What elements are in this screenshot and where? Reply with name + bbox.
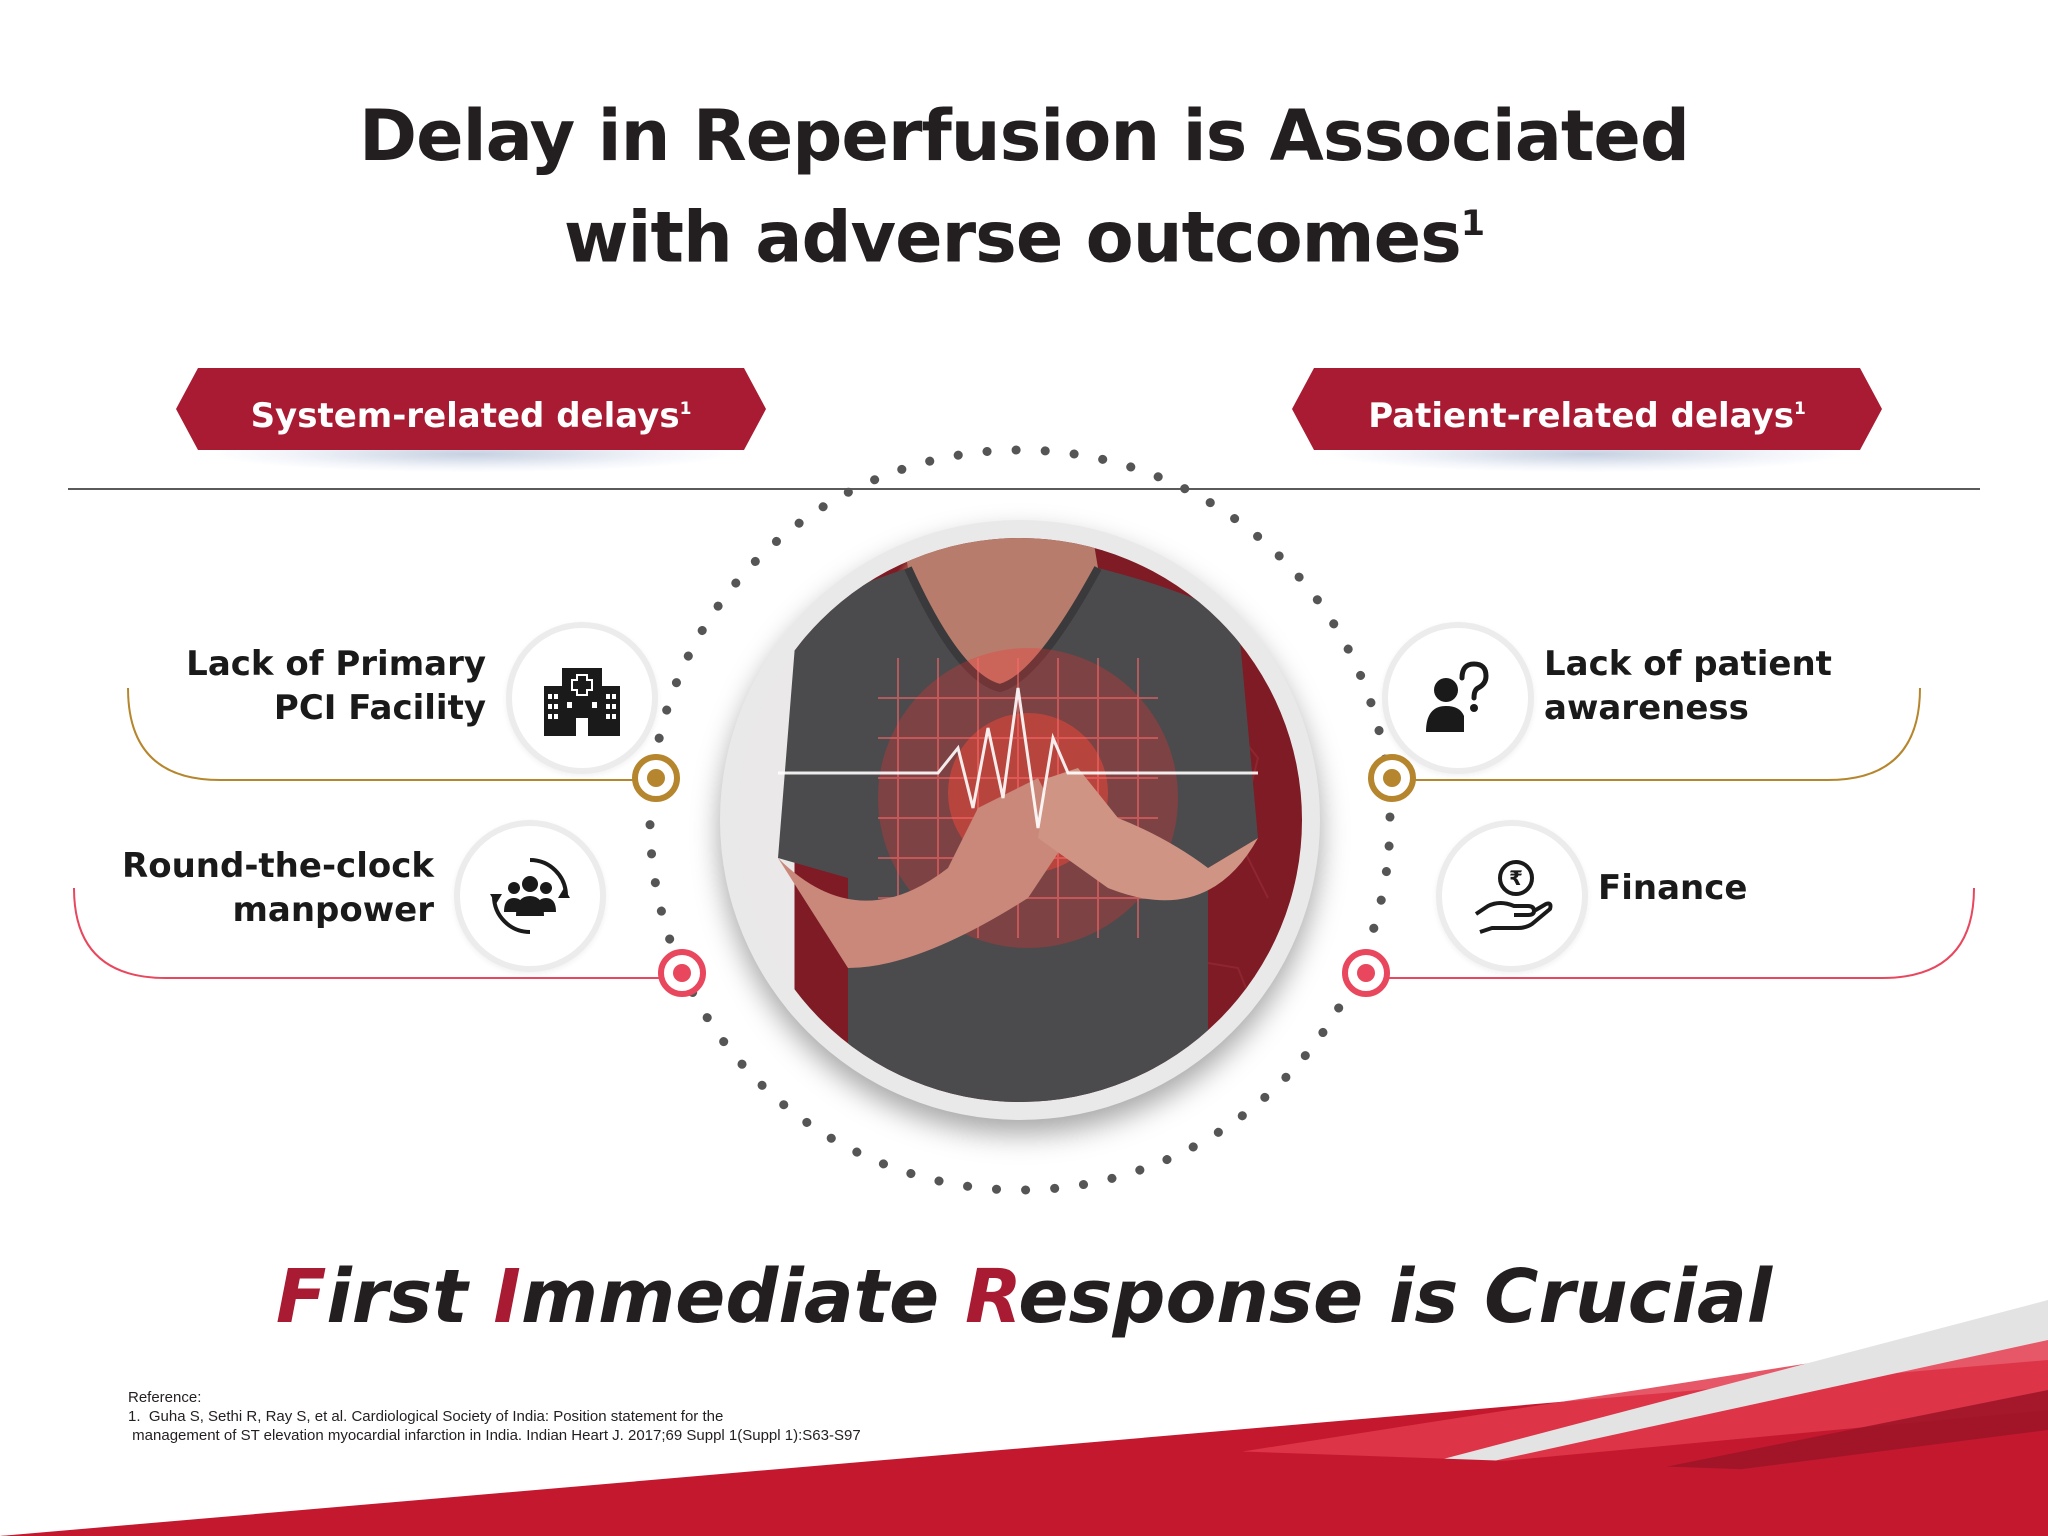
chest-pain-illustration (778, 538, 1269, 1102)
system-delays-footnote-marker: 1 (679, 399, 692, 419)
node-lack-of-pci (632, 754, 680, 802)
title-line-2-text: with adverse outcomes (563, 196, 1462, 279)
item-line: Round-the-clock (122, 846, 434, 886)
item-line: awareness (1544, 688, 1749, 728)
connector-line-finance (1366, 887, 1975, 979)
hospital-icon (506, 622, 658, 774)
chest-pain-photo-frame (720, 520, 1320, 1120)
patient-delay-item-awareness: Lack of patient awareness (1544, 642, 1864, 730)
patient-delays-banner: Patient-related delays1 (1292, 368, 1882, 483)
connector-line-manpower (73, 887, 682, 979)
system-delays-banner: System-related delays1 (176, 368, 766, 483)
title-line-2: with adverse outcomes1 (0, 180, 2048, 281)
patient-delays-text: Patient-related delays (1368, 395, 1794, 436)
reference-block: Reference: 1. Guha S, Sethi R, Ray S, et… (128, 1388, 861, 1445)
team-icon (454, 820, 606, 972)
section-divider (68, 488, 1980, 490)
node-patient-awareness (1368, 754, 1416, 802)
title-line-1: Delay in Reperfusion is Associated (359, 95, 1690, 177)
system-delay-item-manpower: Round-the-clock manpower (90, 844, 434, 932)
title-footnote-marker: 1 (1460, 204, 1485, 244)
item-line: Lack of Primary (186, 644, 486, 684)
patient-delay-item-finance: Finance (1598, 866, 1858, 910)
item-line: manpower (232, 890, 434, 930)
rupee-hand-icon: ₹ (1436, 820, 1588, 972)
connector-line-lack-of-pci (127, 687, 656, 781)
tagline-esponse: esponse is Crucial (1018, 1254, 1773, 1340)
tagline-i: I (493, 1254, 521, 1340)
item-line: Lack of patient (1544, 644, 1832, 684)
tagline: First Immediate Response is Crucial (0, 1252, 2048, 1342)
reference-line-2: management of ST elevation myocardial in… (128, 1427, 861, 1444)
svg-text:₹: ₹ (1509, 866, 1523, 890)
reference-heading: Reference: (128, 1389, 202, 1406)
patient-delays-banner-label: Patient-related delays1 (1292, 368, 1882, 450)
tagline-mmediate: mmediate (520, 1254, 965, 1340)
system-delays-banner-label: System-related delays1 (176, 368, 766, 450)
connector-line-patient-awareness (1392, 687, 1921, 781)
system-delays-text: System-related delays (250, 395, 680, 436)
decorative-swoosh (0, 1300, 2048, 1536)
page-title: Delay in Reperfusion is Associated with … (0, 92, 2048, 281)
node-finance (1342, 949, 1390, 997)
reference-line-1: 1. Guha S, Sethi R, Ray S, et al. Cardio… (128, 1408, 724, 1425)
item-line: Finance (1598, 868, 1748, 908)
tagline-r: R (964, 1254, 1019, 1340)
node-manpower (658, 949, 706, 997)
patient-delays-footnote-marker: 1 (1793, 399, 1806, 419)
tagline-f: F (275, 1254, 327, 1340)
question-person-icon (1382, 622, 1534, 774)
system-delay-item-pci: Lack of Primary PCI Facility (160, 642, 486, 730)
item-line: PCI Facility (273, 688, 486, 728)
tagline-irst: irst (326, 1254, 494, 1340)
chest-pain-photo (738, 538, 1302, 1102)
